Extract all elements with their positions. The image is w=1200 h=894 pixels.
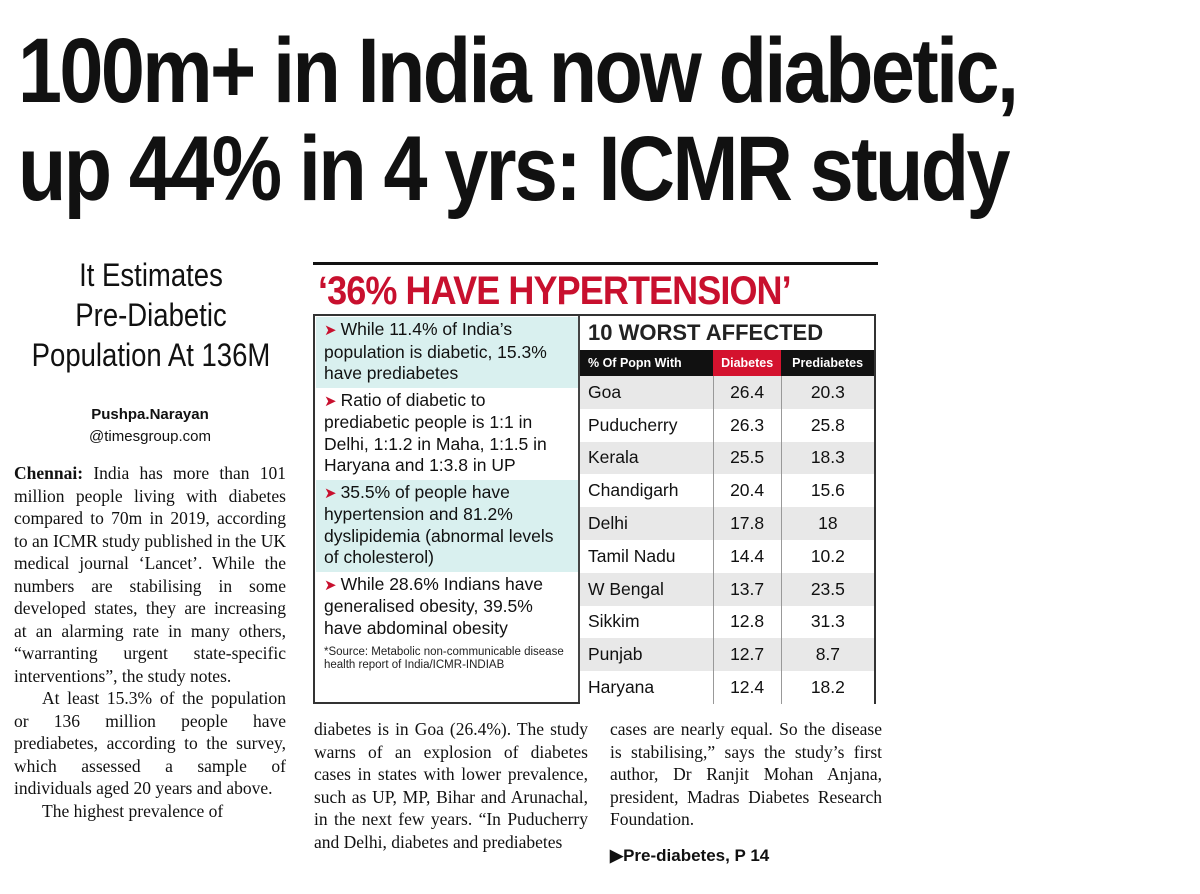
article-column-3: cases are nearly equal. So the disease i… [610,718,882,867]
prediabetes-cell: 20.3 [780,376,874,409]
graphic-title: ‘36% HAVE HYPERTENSION’ [318,269,792,313]
table-row: Kerala 25.5 18.3 [580,441,874,475]
dateline: Chennai: [14,463,84,483]
state-cell: Tamil Nadu [580,539,714,573]
headline-line-1: 100m+ in India now diabetic, [18,20,1019,122]
headline-line-2: up 44% in 4 yrs: ICMR study [18,118,1010,220]
column-header-diabetes: Diabetes [713,350,782,376]
column-header-prediabetes: Prediabetes [781,350,874,376]
source-note: *Source: Metabolic non-communicable dise… [324,646,564,671]
deck-line-2: Pre-Diabetic [75,297,227,333]
state-cell: Puducherry [580,408,714,442]
prediabetes-cell: 31.3 [780,605,874,639]
state-cell: W Bengal [580,572,714,606]
diabetes-cell: 13.7 [712,572,782,606]
state-cell: Delhi [580,507,714,540]
bullet-item: ➤ While 11.4% of India’s population is di… [316,317,578,388]
diabetes-cell: 25.5 [712,441,782,475]
table-row: Chandigarh 20.4 15.6 [580,474,874,508]
arrow-icon: ➤ [324,576,337,594]
bullet-text: Ratio of diabetic to prediabetic people … [324,389,547,476]
article-column-2-text: diabetes is in Goa (26.4%). The study wa… [314,719,588,852]
table-row: Goa 26.4 20.3 [580,376,874,409]
state-cell: Kerala [580,441,714,475]
diabetes-cell: 12.4 [712,671,782,704]
deck: It Estimates Pre-Diabetic Population At … [30,255,273,375]
table-row: Punjab 12.7 8.7 [580,638,874,672]
prediabetes-cell: 15.6 [780,474,874,508]
state-cell: Goa [580,376,714,409]
worst-affected-table-panel: 10 WORST AFFECTED % Of Popn With Diabete… [580,316,874,704]
article-paragraph-2: At least 15.3% of the population or 136 … [14,688,286,798]
table-header-row: % Of Popn With Diabetes Prediabetes [580,350,874,376]
diabetes-cell: 14.4 [712,539,782,573]
table-row: Sikkim 12.8 31.3 [580,605,874,639]
author-name: Pushpa.Narayan [91,406,209,423]
diabetes-cell: 12.8 [712,605,782,639]
bullet-text: While 28.6% Indians have generalised obe… [324,573,543,638]
prediabetes-cell: 23.5 [780,572,874,606]
article-paragraph-3: The highest prevalence of [42,800,224,821]
diabetes-cell: 26.3 [712,408,782,442]
arrow-icon: ➤ [324,484,337,502]
article-paragraph-1: Chennai: India has more than 101 million… [14,462,286,687]
graphic-top-rule [313,262,878,265]
article-column-2: diabetes is in Goa (26.4%). The study wa… [314,718,588,853]
deck-line-1: It Estimates [79,257,223,293]
article-column-3-text: cases are nearly equal. So the disease i… [610,719,882,829]
worst-affected-table: % Of Popn With Diabetes Prediabetes Goa … [580,350,874,704]
table-row: W Bengal 13.7 23.5 [580,572,874,606]
graphic-divider [578,316,580,702]
diabetes-cell: 20.4 [712,474,782,508]
column-header-state: % Of Popn With [580,350,714,376]
arrow-icon: ➤ [324,392,337,410]
table-row: Delhi 17.8 18 [580,507,874,540]
prediabetes-cell: 25.8 [780,408,874,442]
state-cell: Haryana [580,671,714,704]
article-paragraph-1-text: India has more than 101 million people l… [14,463,286,686]
bullet-list: ➤ While 11.4% of India’s population is di… [316,317,578,672]
article-column-1: Chennai: India has more than 101 million… [14,462,286,822]
table-title: 10 WORST AFFECTED [588,320,824,345]
headline: 100m+ in India now diabetic, up 44% in 4… [18,22,1024,218]
bullet-item: ➤ Ratio of diabetic to prediabetic people… [316,388,578,480]
diabetes-cell: 26.4 [712,376,782,409]
table-row: Puducherry 26.3 25.8 [580,408,874,442]
diabetes-cell: 17.8 [712,507,782,540]
bullet-text: 35.5% of people have hypertension and 81… [324,481,554,568]
table-row: Tamil Nadu 14.4 10.2 [580,539,874,573]
diabetes-cell: 12.7 [712,638,782,672]
prediabetes-cell: 18.3 [780,441,874,475]
state-cell: Punjab [580,638,714,672]
state-cell: Chandigarh [580,474,714,508]
prediabetes-cell: 10.2 [780,539,874,573]
deck-line-3: Population At 136M [31,337,271,373]
arrow-icon: ➤ [324,322,337,339]
prediabetes-cell: 18 [780,507,874,540]
bullet-text: While 11.4% of India’s population is dia… [324,319,547,383]
state-cell: Sikkim [580,605,714,639]
bullet-item: ➤ 35.5% of people have hypertension and 8… [316,479,578,572]
see-also-link[interactable]: ▶Pre-diabetes, P 14 [610,845,770,865]
prediabetes-cell: 18.2 [780,671,874,704]
byline: Pushpa.Narayan @timesgroup.com [30,404,270,448]
prediabetes-cell: 8.7 [780,638,874,672]
author-org: @timesgroup.com [89,428,211,445]
table-row: Haryana 12.4 18.2 [580,671,874,704]
bullet-item: ➤ While 28.6% Indians have generalised ob… [316,572,578,643]
